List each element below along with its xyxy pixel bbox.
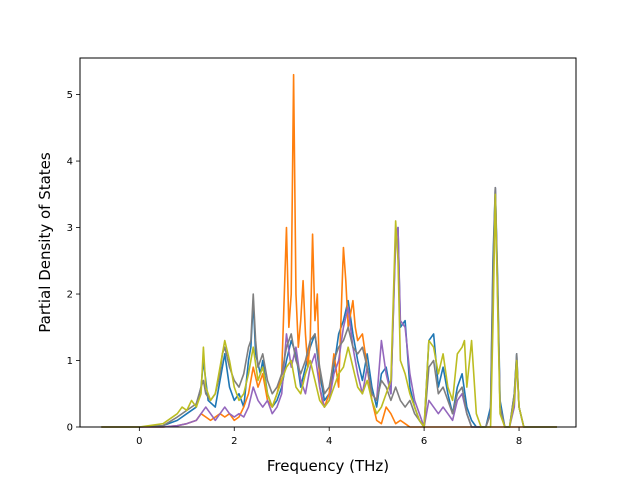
x-tick-label: 4 [326, 436, 332, 447]
plot-frame [79, 57, 577, 428]
x-axis-label: Frequency (THz) [267, 457, 389, 475]
tick-layer: 0 2 4 6 8 0 1 2 3 4 5 [67, 90, 523, 447]
x-tick-label: 8 [516, 436, 522, 447]
y-tick-label: 2 [67, 290, 73, 301]
y-tick-label: 3 [67, 223, 73, 234]
x-tick-label: 0 [136, 436, 142, 447]
y-tick-label: 4 [67, 157, 73, 168]
y-tick-label: 5 [67, 90, 73, 101]
y-tick-label: 0 [67, 423, 73, 434]
x-tick-label: 6 [421, 436, 427, 447]
y-tick-label: 1 [67, 356, 73, 367]
series-line-5 [101, 193, 558, 428]
x-tick-label: 2 [231, 436, 237, 447]
y-axis-label: Partial Density of States [36, 152, 54, 333]
